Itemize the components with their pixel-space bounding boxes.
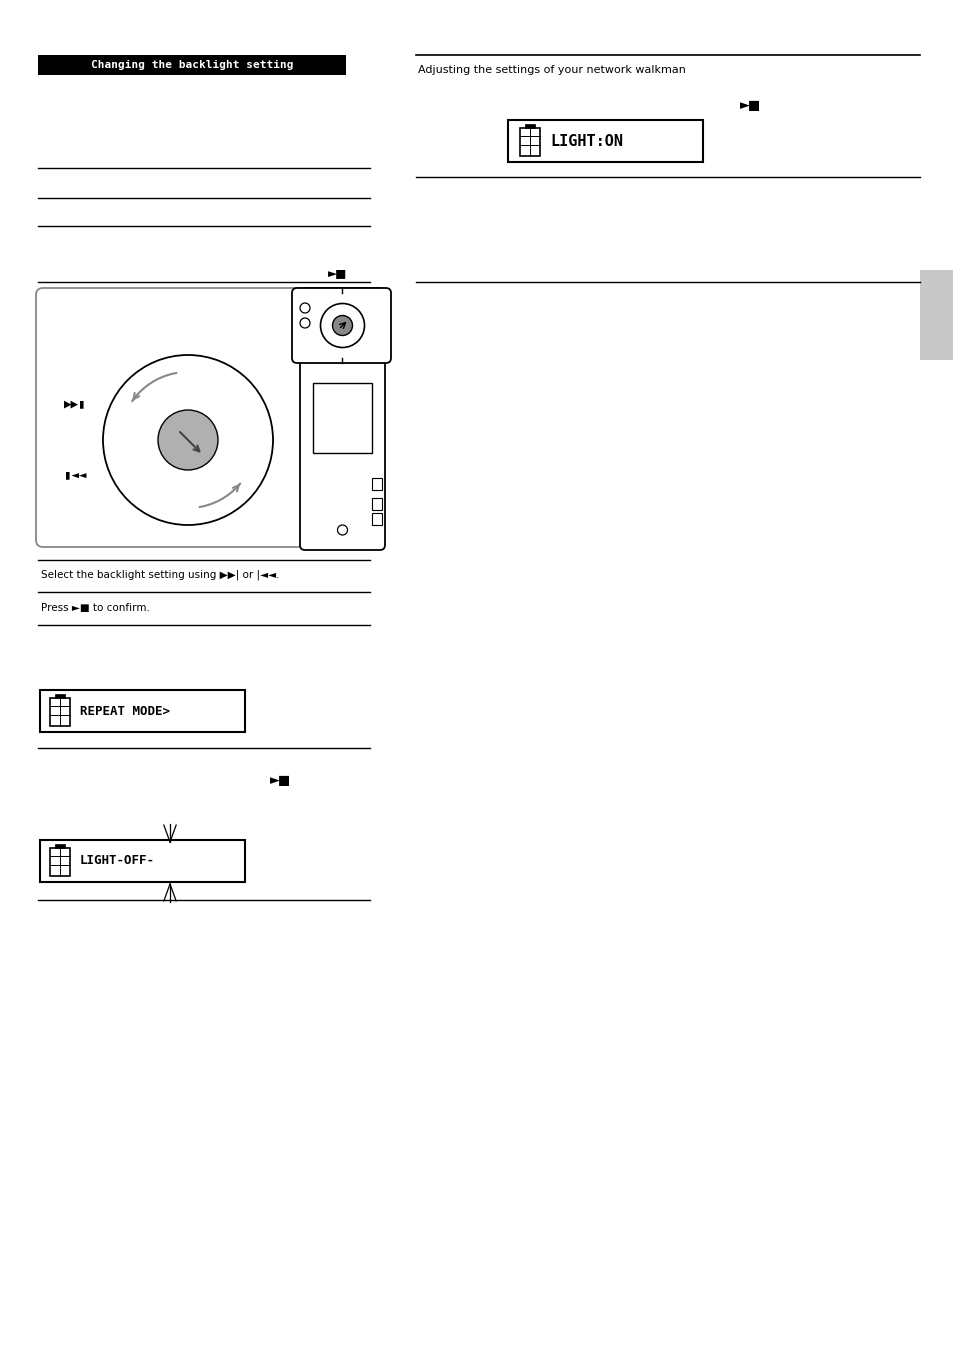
Text: Select the backlight setting using ▶▶| or |◄◄.: Select the backlight setting using ▶▶| o…: [41, 570, 279, 581]
Text: Changing the backlight setting: Changing the backlight setting: [91, 60, 293, 71]
Text: LIGHT:ON: LIGHT:ON: [550, 133, 622, 148]
Text: LIGHT-OFF-: LIGHT-OFF-: [80, 855, 154, 867]
Bar: [919, 270, 953, 360]
Text: Press ►■ to confirm.: Press ►■ to confirm.: [41, 603, 150, 613]
Circle shape: [299, 303, 310, 313]
Text: Adjusting the settings of your network walkman: Adjusting the settings of your network w…: [417, 65, 685, 75]
Bar: [313, 383, 372, 453]
Circle shape: [158, 410, 218, 470]
Bar: [524, 123, 535, 128]
Bar: [55, 844, 65, 848]
Bar: [507, 119, 702, 161]
Bar: [40, 840, 245, 882]
Bar: [372, 498, 381, 510]
Bar: [40, 689, 245, 731]
Bar: [38, 56, 346, 75]
Circle shape: [299, 318, 310, 328]
Text: ►■: ►■: [328, 266, 346, 281]
FancyBboxPatch shape: [299, 288, 385, 550]
Text: ►■: ►■: [270, 771, 290, 788]
Text: ▶▶▮: ▶▶▮: [64, 399, 86, 411]
Bar: [372, 513, 381, 525]
Bar: [372, 478, 381, 490]
Bar: [519, 128, 539, 156]
FancyBboxPatch shape: [292, 288, 391, 364]
Text: ▮◄◄: ▮◄◄: [64, 468, 86, 482]
Text: REPEAT MODE>: REPEAT MODE>: [80, 704, 170, 718]
Circle shape: [333, 315, 352, 335]
Circle shape: [337, 525, 347, 535]
Bar: [55, 693, 65, 697]
Text: ►■: ►■: [740, 96, 760, 114]
Bar: [50, 848, 70, 877]
Bar: [50, 697, 70, 726]
FancyBboxPatch shape: [36, 288, 305, 547]
